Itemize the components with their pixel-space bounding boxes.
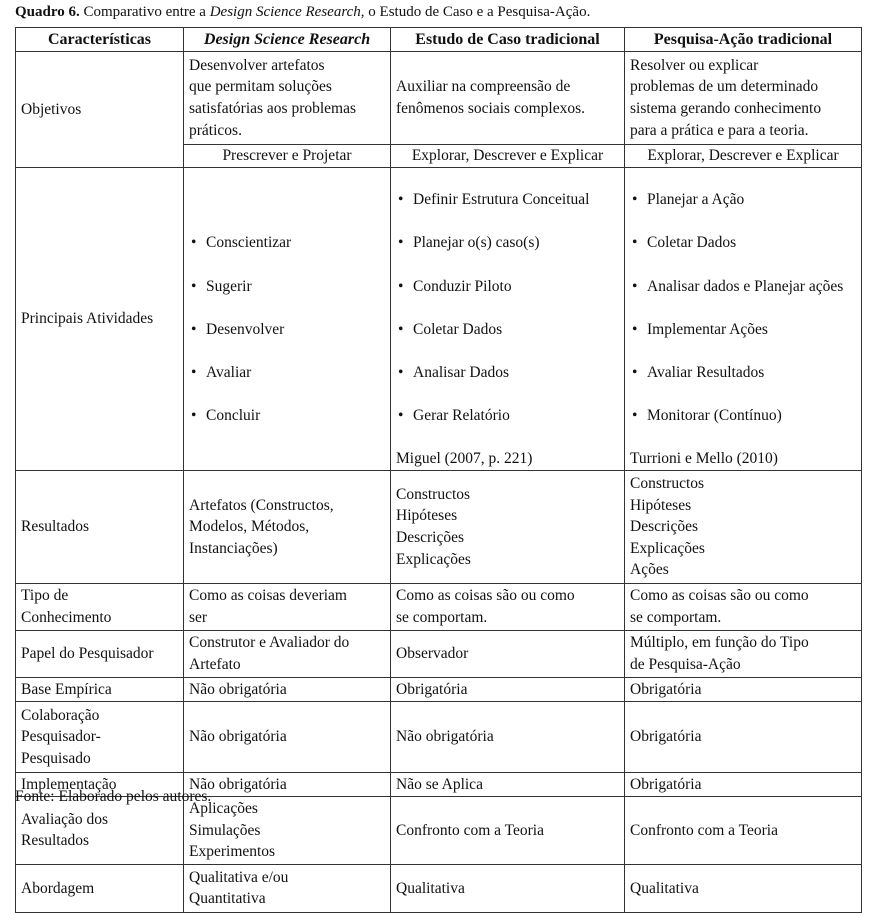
list-item: Monitorar (Contínuo) [630, 405, 856, 427]
header-cell: Características [15, 27, 184, 52]
table-row: Principais Atividades Conscientizar Suge… [15, 166, 862, 471]
list-item: Definir Estrutura Conceitual [396, 189, 619, 211]
table-cell: Qualitativa [624, 863, 862, 913]
source-note: Fonte: Elaborado pelos autores. [15, 788, 212, 805]
table-cell: Explorar, Descrever e Explicar [624, 144, 862, 168]
header-row: Características Design Science Research … [15, 27, 862, 52]
table-cell: Não obrigatória [390, 700, 625, 773]
table-row: Papel do Pesquisador Construtor e Avaliad… [15, 629, 862, 678]
row-label: Objetivos [15, 51, 184, 168]
header-cell: Design Science Research [183, 27, 391, 52]
list-item: Concluir [189, 405, 385, 427]
table-cell: Constructos Hipóteses Descrições Explica… [624, 469, 862, 584]
table-cell: Qualitativa e/ou Quantitativa [183, 863, 391, 913]
table-row: Objetivos Desenvolver artefatos que perm… [15, 51, 862, 168]
row-label: Abordagem [15, 863, 184, 913]
table-cell: Como as coisas deveriam ser [183, 582, 391, 631]
table-cell: Desenvolver artefatos que permitam soluç… [183, 51, 391, 145]
table-cell: Definir Estrutura Conceitual Planejar o(… [390, 166, 625, 471]
reference: Miguel (2007, p. 221) [396, 450, 533, 468]
table-cell: Confronto com a Teoria [624, 795, 862, 865]
table-cell: Construtor e Avaliador do Artefato [183, 629, 391, 678]
table-row: Resultados Artefatos (Constructos, Modelo… [15, 469, 862, 584]
reference: Turrioni e Mello (2010) [630, 450, 778, 468]
table-cell: Aplicações Simulações Experimentos [183, 795, 391, 865]
list-item: Desenvolver [189, 319, 385, 341]
row-label: Base Empírica [15, 676, 184, 702]
table-row: Colaboração Pesquisador- Pesquisado Não o… [15, 700, 862, 773]
table-cell: Não obrigatória [183, 700, 391, 773]
row-label: Colaboração Pesquisador- Pesquisado [15, 700, 184, 773]
table-cell: Não obrigatória [183, 676, 391, 702]
row-label: Avaliação dos Resultados [15, 795, 184, 865]
list-item: Conscientizar [189, 232, 385, 254]
table-row: Prescrever e Projetar Explorar, Descreve… [16, 144, 862, 168]
row-label: Tipo de Conhecimento [15, 582, 184, 631]
table-row: Tipo de Conhecimento Como as coisas dever… [15, 582, 862, 631]
row-label: Papel do Pesquisador [15, 629, 184, 678]
bullet-list: Definir Estrutura Conceitual Planejar o(… [396, 168, 619, 427]
table-cell: Qualitativa [390, 863, 625, 913]
table-caption: Quadro 6. Comparativo entre a Design Sci… [15, 4, 591, 20]
table-cell: Auxiliar na compreensão de fenômenos soc… [390, 51, 625, 145]
list-item: Planejar a Ação [630, 189, 856, 211]
header-cell: Pesquisa-Ação tradicional [624, 27, 862, 52]
table-cell: Como as coisas são ou como se comportam. [624, 582, 862, 631]
row-label: Implementação [15, 771, 184, 797]
row-label: Resultados [15, 469, 184, 584]
table-cell: Constructos Hipóteses Descrições Explica… [390, 469, 625, 584]
bullet-list: Planejar a Ação Coletar Dados Analisar d… [630, 168, 856, 427]
list-item: Sugerir [189, 276, 385, 298]
header-cell: Estudo de Caso tradicional [390, 27, 625, 52]
table-cell: Obrigatória [390, 676, 625, 702]
list-item: Planejar o(s) caso(s) [396, 232, 619, 254]
table-cell: Obrigatória [624, 771, 862, 797]
list-item: Implementar Ações [630, 319, 856, 341]
list-item: Coletar Dados [396, 319, 619, 341]
table-cell: Conscientizar Sugerir Desenvolver Avalia… [183, 166, 391, 471]
comparison-table: Características Design Science Research … [15, 27, 862, 913]
table-cell: Obrigatória [624, 676, 862, 702]
list-item: Coletar Dados [630, 232, 856, 254]
list-item: Avaliar Resultados [630, 362, 856, 384]
table-row: Abordagem Qualitativa e/ou Quantitativa Qu… [15, 863, 862, 913]
table-cell: Observador [390, 629, 625, 678]
table-cell: Obrigatória [624, 700, 862, 773]
table-cell: Não obrigatória [183, 771, 391, 797]
table-cell: Prescrever e Projetar [183, 144, 391, 168]
list-item: Analisar Dados [396, 362, 619, 384]
table-cell: Resolver ou explicar problemas de um det… [624, 51, 862, 145]
list-item: Avaliar [189, 362, 385, 384]
table-cell: Planejar a Ação Coletar Dados Analisar d… [624, 166, 862, 471]
bullet-list: Conscientizar Sugerir Desenvolver Avalia… [189, 211, 385, 427]
table-cell: Não se Aplica [390, 771, 625, 797]
table-cell: Explorar, Descrever e Explicar [390, 144, 625, 168]
list-item: Conduzir Piloto [396, 276, 619, 298]
table-cell: Confronto com a Teoria [390, 795, 625, 865]
list-item: Gerar Relatório [396, 405, 619, 427]
table-cell: Como as coisas são ou como se comportam. [390, 582, 625, 631]
table-row: Avaliação dos Resultados Aplicações Simul… [15, 795, 862, 865]
table-cell: Artefatos (Constructos, Modelos, Métodos… [183, 469, 391, 584]
row-label: Principais Atividades [15, 166, 184, 471]
table-cell: Múltiplo, em função do Tipo de Pesquisa-… [624, 629, 862, 678]
table-row: Base Empírica Não obrigatória Obrigatória O… [15, 676, 862, 702]
list-item: Analisar dados e Planejar ações [630, 276, 856, 298]
